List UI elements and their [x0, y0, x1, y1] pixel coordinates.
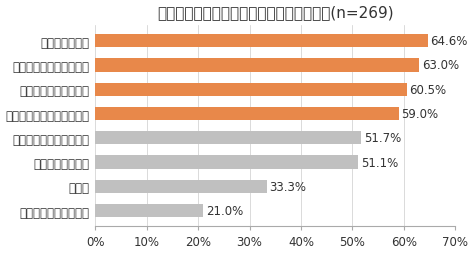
Text: 60.5%: 60.5% — [409, 83, 446, 96]
Bar — [95, 204, 203, 217]
Text: 59.0%: 59.0% — [401, 108, 438, 121]
Text: 63.0%: 63.0% — [422, 59, 459, 72]
Bar — [95, 59, 419, 72]
Bar — [95, 107, 399, 121]
Bar — [95, 83, 407, 97]
Text: 21.0%: 21.0% — [206, 204, 243, 217]
Bar — [95, 132, 361, 145]
Bar — [95, 35, 428, 48]
Text: 64.6%: 64.6% — [430, 35, 467, 48]
Bar — [95, 156, 358, 169]
Text: 51.1%: 51.1% — [361, 156, 398, 169]
Text: 33.3%: 33.3% — [269, 180, 306, 193]
Title: 働き方改革がうまくいっている企業の成果(n=269): 働き方改革がうまくいっている企業の成果(n=269) — [157, 6, 393, 21]
Text: 51.7%: 51.7% — [364, 132, 401, 145]
Bar — [95, 180, 266, 193]
